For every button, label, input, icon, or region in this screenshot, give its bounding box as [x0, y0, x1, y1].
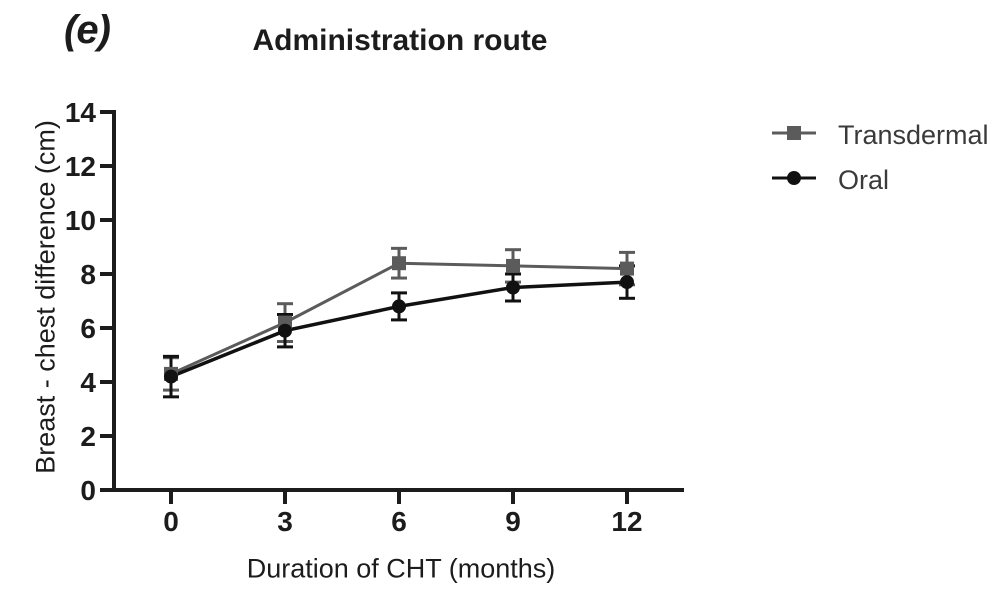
svg-text:10: 10	[65, 205, 96, 236]
svg-text:2: 2	[80, 421, 96, 452]
svg-text:0: 0	[80, 475, 96, 506]
legend-label-oral: Oral	[838, 164, 890, 195]
svg-text:12: 12	[611, 506, 642, 537]
svg-text:14: 14	[65, 97, 97, 128]
svg-text:8: 8	[80, 259, 96, 290]
svg-text:6: 6	[391, 506, 407, 537]
legend-label-transdermal: Transdermal	[838, 119, 989, 150]
svg-text:0: 0	[163, 506, 179, 537]
y-axis-label: Breast - chest difference (cm)	[30, 120, 61, 474]
legend: Transdermal Oral	[772, 119, 989, 195]
chart-title: Administration route	[252, 24, 548, 57]
transdermal-series-marker-icon	[772, 125, 816, 146]
oral-series-marker-icon	[772, 170, 816, 191]
legend-item-transdermal: Transdermal	[772, 119, 989, 150]
svg-text:9: 9	[505, 506, 521, 537]
legend-item-oral: Oral	[772, 164, 989, 195]
svg-text:6: 6	[80, 313, 96, 344]
svg-text:12: 12	[65, 151, 96, 182]
svg-text:3: 3	[277, 506, 293, 537]
panel-label: (e)	[64, 8, 111, 52]
x-axis-label: Duration of CHT (months)	[246, 553, 556, 584]
svg-text:4: 4	[80, 367, 96, 398]
